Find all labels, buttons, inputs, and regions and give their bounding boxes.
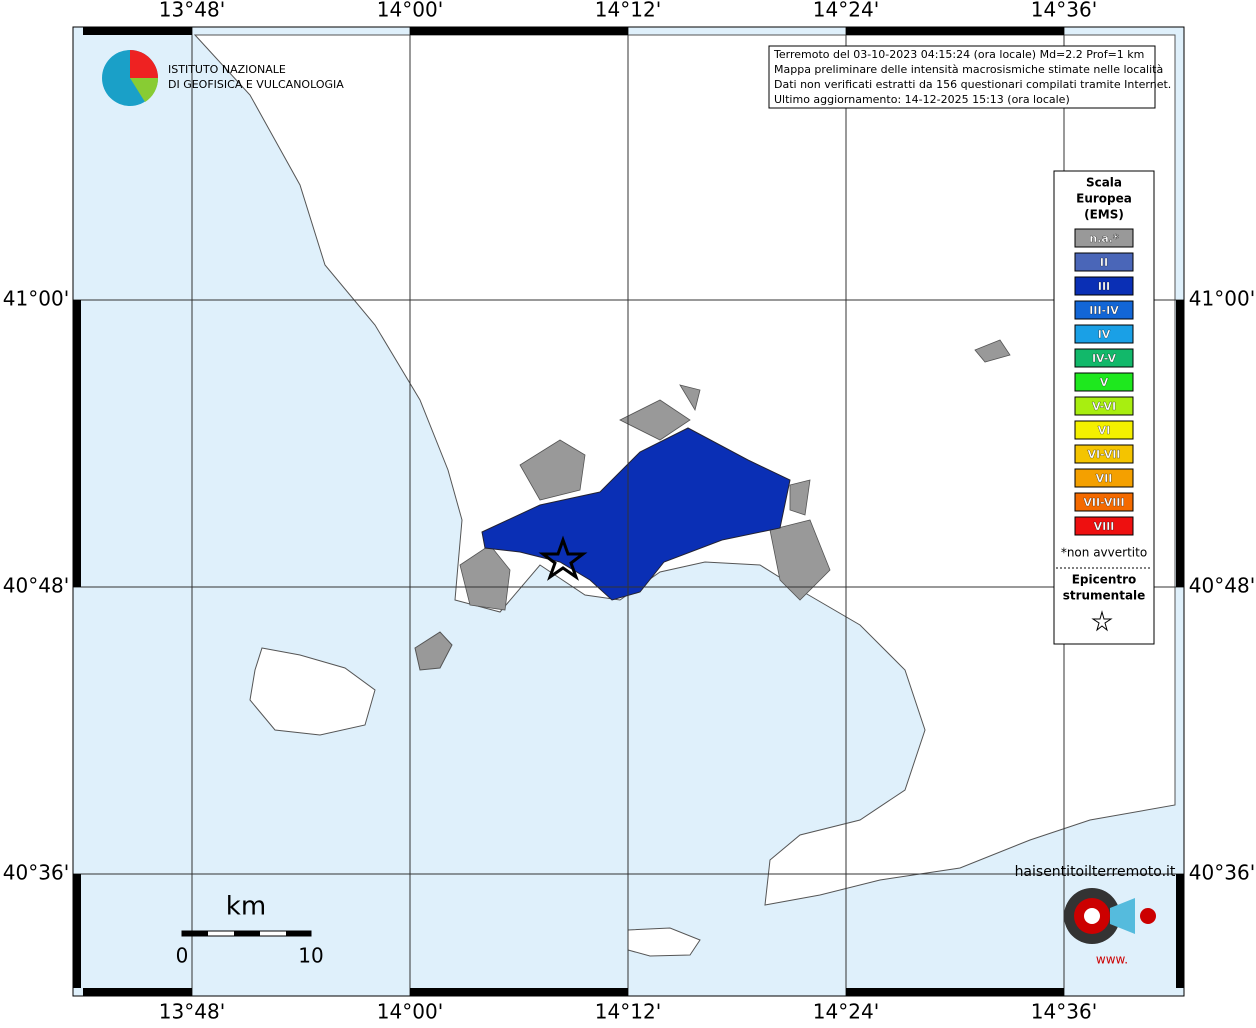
info-box [768, 45, 1156, 109]
lat-label: 41°00' [1189, 287, 1255, 311]
logo-line: DI GEOFISICA E VULCANOLOGIA [168, 78, 344, 91]
lat-label: 40°36' [1189, 861, 1255, 885]
lon-label: 14°24' [813, 0, 879, 22]
lon-label: 14°36' [1031, 0, 1097, 22]
legend-swatch [1074, 228, 1134, 248]
lon-label: 14°00' [377, 0, 443, 22]
legend-swatch [1074, 420, 1134, 440]
lon-label: 14°36' [1031, 1000, 1097, 1024]
site-logo-text: haisentitoilterremoto.it [1015, 864, 1176, 880]
legend-title: Scala [1086, 176, 1122, 190]
scale-bar: km 0 10 [176, 892, 324, 968]
scale-unit: km [226, 892, 266, 922]
legend-label: IV [1098, 328, 1111, 341]
legend-label: VI-VII [1087, 448, 1120, 461]
legend-swatch [1074, 372, 1134, 392]
legend-label: VI [1098, 424, 1111, 437]
epicenter-star [538, 535, 588, 581]
legend-label: II [1100, 256, 1108, 269]
legend-swatch [1074, 444, 1134, 464]
legend-label: III [1098, 280, 1110, 293]
legend-label: n.a.* [1089, 232, 1119, 245]
site-logo-www: www. [1096, 953, 1128, 967]
legend-label: V-VI [1092, 400, 1116, 413]
lon-label: 14°12' [595, 0, 661, 22]
legend-epicenter: strumentale [1063, 589, 1146, 603]
scale-label: 10 [298, 944, 323, 968]
lon-label: 13°48' [159, 0, 225, 22]
legend-label: IV-V [1092, 352, 1117, 365]
ischia [249, 647, 376, 736]
lon-label: 13°48' [159, 1000, 225, 1024]
logo-line: ISTITUTO NAZIONALE [168, 63, 286, 76]
legend-swatch [1074, 300, 1134, 320]
legend-swatch [1074, 324, 1134, 344]
legend-star [1091, 610, 1113, 632]
scale-label: 0 [176, 944, 189, 968]
legend-label: VIII [1094, 520, 1115, 533]
lon-label: 14°24' [813, 1000, 879, 1024]
info-line: Dati non verificati estratti da 156 ques… [774, 78, 1171, 91]
legend-swatch [1074, 276, 1134, 296]
lon-label: 14°00' [377, 1000, 443, 1024]
lat-label: 40°48' [3, 574, 69, 598]
legend-swatch [1074, 516, 1134, 536]
legend-swatch [1074, 492, 1134, 512]
lat-label: 40°36' [3, 861, 69, 885]
legend-title: Europea [1076, 192, 1132, 206]
legend-label: VII [1096, 472, 1113, 485]
legend-label: VII-VIII [1083, 496, 1124, 509]
frame [72, 26, 1185, 997]
legend-title: (EMS) [1084, 208, 1124, 222]
legend-label: V [1100, 376, 1109, 389]
procida [414, 631, 453, 671]
grey-areas [459, 339, 1011, 611]
legend-label: III-IV [1089, 304, 1119, 317]
info-line: Mappa preliminare delle intensità macros… [774, 63, 1163, 76]
legend-footnote: *non avvertito [1061, 546, 1147, 560]
legend-epicenter: Epicentro [1072, 573, 1137, 587]
ingv-logo: ISTITUTO NAZIONALE DI GEOFISICA E VULCAN… [102, 50, 344, 106]
legend-swatch [1074, 468, 1134, 488]
site-logo: haisentitoilterremoto.it www. [1015, 864, 1176, 967]
lon-label: 14°12' [595, 1000, 661, 1024]
lat-label: 40°48' [1189, 574, 1255, 598]
legend-swatch [1074, 396, 1134, 416]
info-line: Ultimo aggiornamento: 14-12-2025 15:13 (… [774, 93, 1070, 106]
legend-swatch [1074, 348, 1134, 368]
legend-swatch [1074, 252, 1134, 272]
info-line: Terremoto del 03-10-2023 04:15:24 (ora l… [773, 48, 1144, 61]
intensity-iii-area [481, 427, 791, 601]
lat-label: 41°00' [3, 287, 69, 311]
